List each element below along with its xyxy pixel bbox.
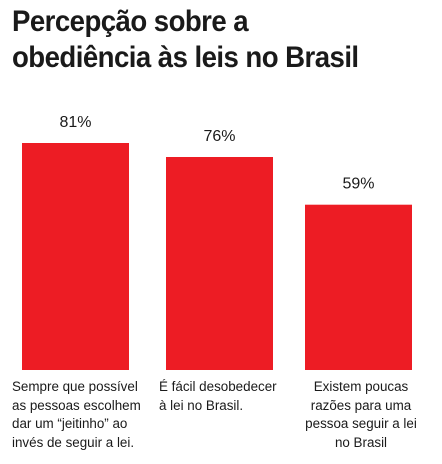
category-label-0-line-4: invés de seguir a lei. <box>12 434 135 450</box>
chart-title-line-2: obediência às leis no Brasil <box>12 41 359 74</box>
bar-1 <box>166 157 273 370</box>
category-label-0-line-3: dar um “jeitinho” ao <box>12 416 128 432</box>
category-label-2-line-2: razões para uma <box>310 397 412 413</box>
bar-2 <box>305 204 412 370</box>
category-label-0-line-2: as pessoas escolhem <box>12 397 141 413</box>
chart-title-line-1: Percepção sobre a <box>12 5 249 38</box>
bar-0 <box>22 143 129 370</box>
category-label-0-line-1: Sempre que possível <box>12 379 138 394</box>
category-label-2-line-4: no Brasil <box>334 434 388 450</box>
category-label-1-line-2: à lei no Brasil. <box>159 397 244 413</box>
category-label-2-line-1: Existem poucas <box>313 379 409 394</box>
bar-value-label-0: 81% <box>59 114 91 131</box>
category-label-1: É fácil desobedecer à lei no Brasil. <box>159 378 301 415</box>
category-label-2-line-3: pessoa seguir a lei <box>305 416 417 432</box>
bar-value-label-1: 76% <box>203 128 235 145</box>
bar-value-label-2: 59% <box>342 176 374 193</box>
chart-title: Percepção sobre a obediência às leis no … <box>12 4 398 76</box>
category-label-2: Existem poucas razões para uma pessoa se… <box>290 378 432 452</box>
category-label-0: Sempre que possível as pessoas escolhem … <box>12 378 154 452</box>
category-label-1-line-1: É fácil desobedecer <box>159 379 277 394</box>
